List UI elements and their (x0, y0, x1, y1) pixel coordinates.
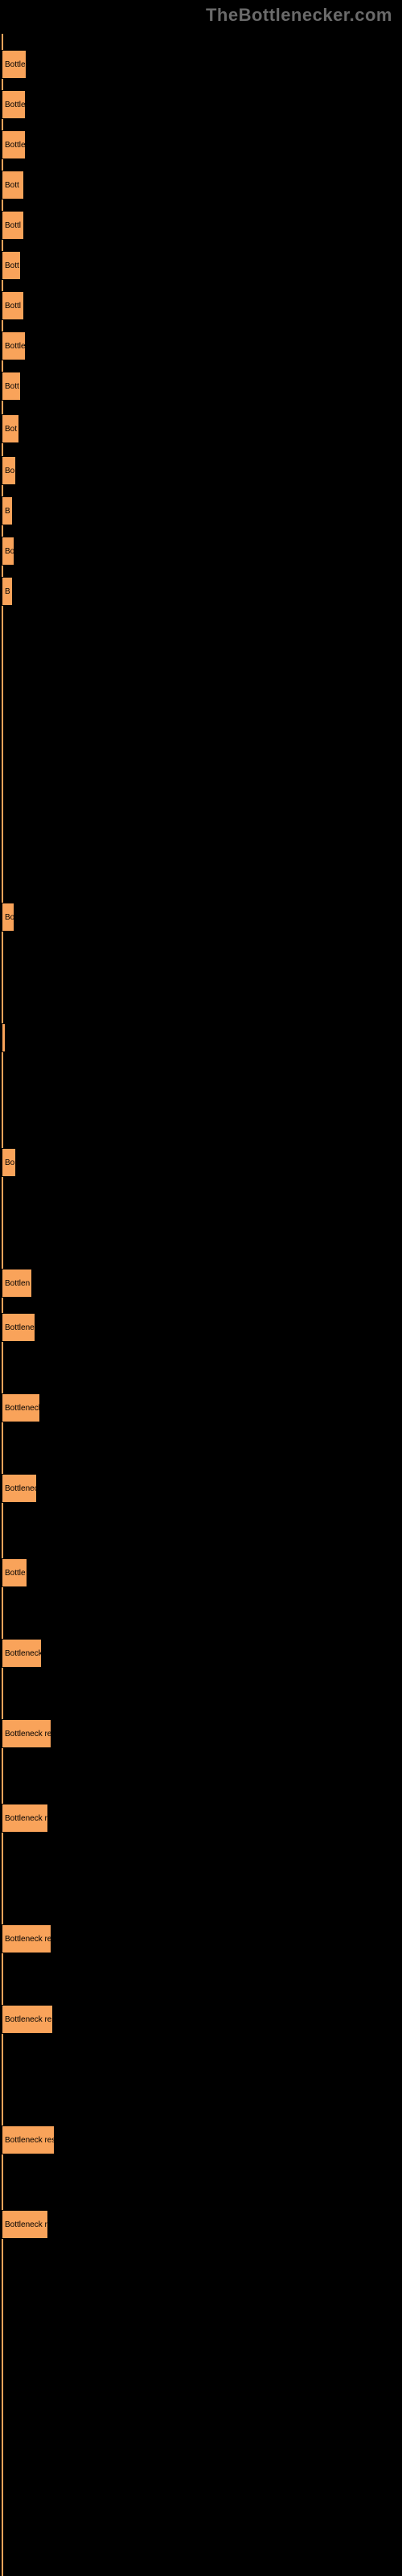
bar: Bottleneck r (2, 2210, 48, 2239)
bar-row: Bottle (2, 90, 26, 119)
bar: Bott (2, 171, 24, 200)
brand-text: TheBottlenecker.com (206, 5, 392, 25)
bar-label: Bottl (5, 302, 21, 311)
bar (2, 1023, 6, 1052)
header: TheBottlenecker.com (0, 0, 402, 26)
bar-row: Bott (2, 251, 21, 280)
bar: Bottl (2, 211, 24, 240)
bar-label: Bott (5, 382, 19, 391)
bar: Bot (2, 414, 19, 443)
bar-row: Bo (2, 456, 16, 485)
bar: Bo (2, 1148, 16, 1177)
bar-label: Bottle (5, 60, 26, 69)
bar: Bottleneck (2, 1639, 42, 1668)
bar: Bottleneck re (2, 2005, 53, 2034)
bar: Bottlenec (2, 1474, 37, 1503)
bar-label: Bottleneck re (5, 1730, 51, 1739)
bar: B (2, 496, 13, 525)
bar-label: Bottle (5, 1569, 26, 1578)
bar-row: Bottleneck (2, 1639, 42, 1668)
bar-row: Bottl (2, 291, 24, 320)
bar-label: Bottleneck res (5, 2136, 55, 2145)
bar: Bottle (2, 50, 27, 79)
bar-row: Bottleneck r (2, 2210, 48, 2239)
bar: Bottle (2, 331, 26, 360)
bar-row: Bottle (2, 130, 26, 159)
bar-row: B (2, 496, 13, 525)
bar-row: Bott (2, 171, 24, 200)
bar: Bottleneck res (2, 2125, 55, 2154)
bar: Bo (2, 456, 16, 485)
bar-label: Bottle (5, 342, 26, 351)
bar-row: Bottlenec (2, 1474, 37, 1503)
bar-label: Bottleneck r (5, 2220, 47, 2229)
bar: Bottle (2, 130, 26, 159)
bar-row: Bo (2, 903, 14, 932)
bar-row: Bottlenec (2, 1313, 35, 1342)
bar: Bottleneck re (2, 1924, 51, 1953)
bar-label: Bottle (5, 141, 26, 150)
bar-label: Bott (5, 261, 19, 270)
bar: Bott (2, 372, 21, 401)
bar-label: Bottlen (5, 1279, 30, 1288)
bar-label: Bottleneck re (5, 1935, 51, 1944)
bar-label: Bottl (5, 221, 21, 230)
bar: Bo (2, 903, 14, 932)
bar-row: Bottleneck r (2, 1804, 48, 1833)
bar-row: Bottlen (2, 1269, 32, 1298)
bar-label: Bo (5, 467, 14, 475)
bar-chart: Bottle Bottle Bottle Bott Bottl Bott Bottl Bott… (0, 26, 402, 2576)
bar-label: Bott (5, 181, 19, 190)
bar-row: Bott (2, 372, 21, 401)
bar-label: Bottleneck (5, 1649, 42, 1658)
bar-row: Bottleneck res (2, 2125, 55, 2154)
bar-row: Bottleneck re (2, 1719, 51, 1748)
bar-row: Bottleneck (2, 1393, 40, 1422)
bar-row (2, 1023, 5, 1052)
bar: Bottleneck re (2, 1719, 51, 1748)
bar-label: Bo (5, 913, 14, 922)
bar: Bottl (2, 291, 24, 320)
bar: Bo (2, 537, 14, 566)
bar-label: Bottle (5, 101, 26, 109)
bar: Bottlenec (2, 1313, 35, 1342)
bar-row: Bot (2, 414, 19, 443)
bar-label: Bo (5, 1158, 14, 1167)
bar-label: B (5, 587, 10, 596)
bar-row: Bottl (2, 211, 24, 240)
bar: Bottleneck (2, 1393, 40, 1422)
bar-label: Bot (5, 425, 17, 434)
bar-label: B (5, 507, 10, 516)
bar-label: Bottleneck re (5, 2015, 51, 2024)
bar-row: Bottleneck re (2, 1924, 51, 1953)
bar-label: Bottleneck (5, 1404, 40, 1413)
bar-row: Bottle (2, 50, 27, 79)
bar: Bottlen (2, 1269, 32, 1298)
bar-row: Bo (2, 537, 14, 566)
bar: Bottleneck r (2, 1804, 48, 1833)
bar: Bottle (2, 90, 26, 119)
bar-label: Bottlenec (5, 1484, 37, 1493)
bar-label: Bottlenec (5, 1323, 35, 1332)
bar: Bottle (2, 1558, 27, 1587)
bar-label: Bottleneck r (5, 1814, 47, 1823)
bar-row: Bottleneck re (2, 2005, 53, 2034)
bar-row: B (2, 577, 13, 606)
bar-label: Bo (5, 547, 14, 556)
bar-row: Bottle (2, 331, 26, 360)
bar-row: Bottle (2, 1558, 27, 1587)
bar-row: Bo (2, 1148, 16, 1177)
bar: Bott (2, 251, 21, 280)
bar: B (2, 577, 13, 606)
